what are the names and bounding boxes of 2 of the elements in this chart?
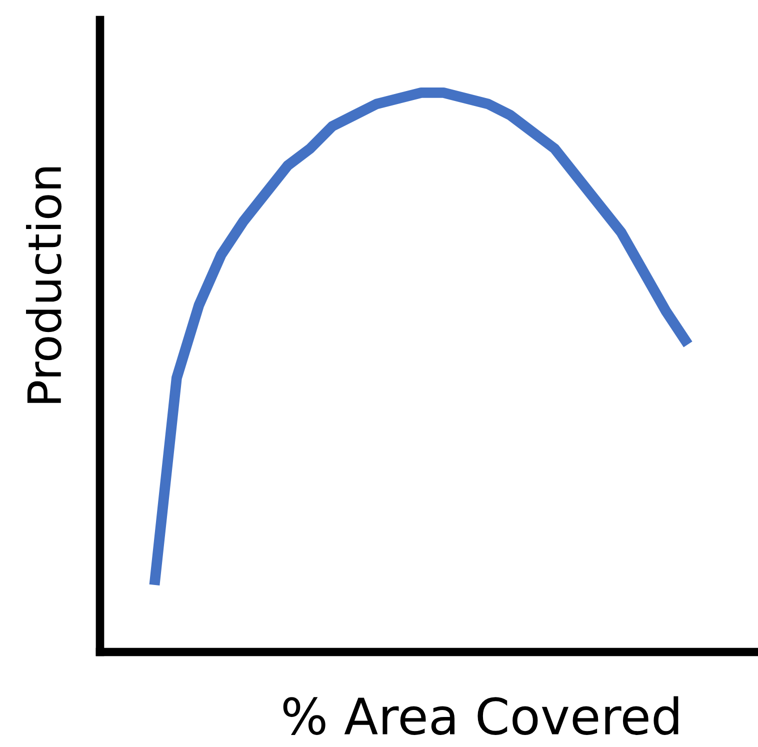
- x-axis-title: % Area Covered: [283, 696, 678, 735]
- y-axis-title: Production: [26, 167, 62, 403]
